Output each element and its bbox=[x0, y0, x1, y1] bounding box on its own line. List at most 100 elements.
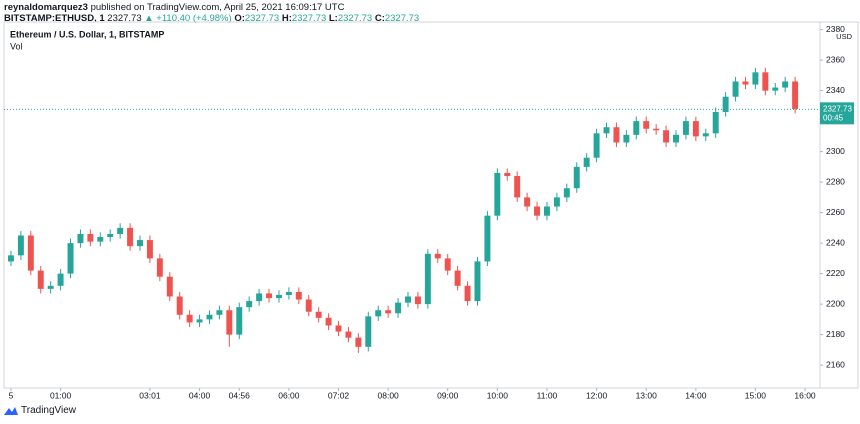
candle-body bbox=[653, 128, 660, 131]
y-tick-label: 2300 bbox=[826, 146, 845, 156]
candle-body bbox=[87, 233, 94, 242]
x-tick-label: 01:00 bbox=[50, 390, 72, 400]
candle-body bbox=[186, 314, 193, 323]
change: ▲ +110.40 (+4.98%) bbox=[144, 13, 232, 24]
x-tick-label: 06:00 bbox=[278, 390, 300, 400]
low-value: 2327.73 bbox=[337, 13, 373, 24]
candle-body bbox=[355, 337, 362, 347]
x-tick-label: 09:00 bbox=[437, 390, 459, 400]
candle-body bbox=[583, 157, 590, 167]
candle-body bbox=[216, 310, 223, 315]
x-tick-label: 15:00 bbox=[745, 390, 767, 400]
candle-body bbox=[266, 293, 273, 299]
last-price: 2327.73 bbox=[107, 13, 142, 24]
candle-body bbox=[127, 227, 134, 247]
x-tick-label: 04:56 bbox=[229, 390, 251, 400]
x-tick-label: 12:00 bbox=[586, 390, 608, 400]
candle-body bbox=[305, 299, 312, 312]
candle-body bbox=[117, 227, 124, 234]
x-tick-label: 5 bbox=[9, 390, 14, 400]
candle-body bbox=[524, 197, 531, 207]
x-tick-label: 07:02 bbox=[328, 390, 350, 400]
candle-body bbox=[97, 237, 104, 242]
candle-body bbox=[146, 240, 153, 259]
candle-body bbox=[464, 285, 471, 302]
x-tick-label: 08:00 bbox=[378, 390, 400, 400]
candle-body bbox=[712, 111, 719, 134]
footer: TradingView bbox=[4, 405, 76, 416]
candle-body bbox=[474, 261, 481, 302]
candle-body bbox=[246, 301, 253, 308]
candle-body bbox=[603, 127, 610, 134]
x-tick-label: 11:00 bbox=[537, 390, 558, 400]
candle-body bbox=[27, 235, 34, 271]
candle-body bbox=[107, 233, 114, 238]
candle-body bbox=[553, 197, 560, 207]
last-price-tag bbox=[820, 102, 854, 125]
y-tick-label: 2200 bbox=[826, 298, 845, 308]
x-tick-label: 16:00 bbox=[794, 390, 816, 400]
symbol: BITSTAMP:ETHUSD, 1 bbox=[4, 13, 105, 24]
candle-body bbox=[7, 255, 14, 262]
candle-body bbox=[484, 215, 491, 262]
candle-body bbox=[47, 285, 54, 289]
candle-body bbox=[772, 87, 779, 91]
candle-body bbox=[444, 258, 451, 271]
last-price-label: 2327.73 bbox=[823, 104, 852, 113]
candle-body bbox=[365, 316, 372, 347]
candle-body bbox=[534, 206, 541, 216]
logo bbox=[4, 406, 18, 415]
y-tick-label: 2360 bbox=[826, 54, 845, 64]
candle-body bbox=[673, 134, 679, 143]
candle-body bbox=[335, 325, 342, 332]
quote-line: BITSTAMP:ETHUSD, 1 2327.73 ▲ +110.40 (+4… bbox=[4, 13, 419, 24]
candle-body bbox=[226, 310, 233, 335]
candle-body bbox=[643, 121, 650, 129]
candle-body bbox=[395, 302, 402, 314]
candle-body bbox=[752, 72, 759, 85]
y-tick-label: 2240 bbox=[826, 237, 845, 247]
x-tick-label: 10:00 bbox=[487, 390, 509, 400]
y-tick-label: 2280 bbox=[826, 176, 845, 186]
candle-body bbox=[385, 310, 392, 314]
candle-body bbox=[137, 240, 143, 247]
x-tick-label: 03:01 bbox=[139, 390, 161, 400]
candle-body bbox=[196, 319, 203, 323]
publisher: reynaldomarquez3 bbox=[4, 2, 88, 13]
candle-body bbox=[236, 307, 243, 335]
publish-line: reynaldomarquez3 published on TradingVie… bbox=[4, 2, 344, 13]
high-value: 2327.73 bbox=[291, 13, 327, 24]
candle-body bbox=[573, 166, 580, 189]
y-tick-label: 2340 bbox=[826, 85, 845, 95]
candle-body bbox=[295, 291, 302, 300]
open-label: O: bbox=[234, 13, 245, 24]
candle-body bbox=[613, 127, 620, 143]
candle-body bbox=[37, 270, 44, 289]
candle-body bbox=[166, 276, 173, 297]
y-tick-label: 2160 bbox=[826, 359, 845, 369]
candle-body bbox=[17, 235, 24, 256]
y-tick-label: 2380 bbox=[826, 24, 845, 34]
candle-body bbox=[57, 273, 64, 286]
publish-info: published on TradingView.com, April 25, … bbox=[90, 2, 345, 13]
y-tick-label: 2260 bbox=[826, 207, 845, 217]
candle-body bbox=[176, 296, 183, 315]
open-value: 2327.73 bbox=[244, 13, 280, 24]
candle-body bbox=[742, 81, 749, 85]
candle-body bbox=[682, 121, 689, 135]
x-tick-label: 04:00 bbox=[189, 390, 211, 400]
candle-body bbox=[782, 81, 789, 88]
candle-body bbox=[494, 172, 501, 216]
candle-body bbox=[663, 130, 670, 143]
candle-body bbox=[285, 291, 292, 295]
y-tick-label: 2180 bbox=[826, 329, 845, 339]
candle-body bbox=[375, 310, 382, 317]
candle-body bbox=[633, 121, 640, 135]
chart: Ethereum / U.S. Dollar, 1, BITSTAMP Vol … bbox=[3, 21, 859, 400]
high-label: H: bbox=[281, 13, 292, 24]
candle-body bbox=[256, 293, 263, 302]
candle-body bbox=[722, 96, 729, 112]
candle-body bbox=[563, 188, 570, 198]
volume-label: Vol bbox=[10, 41, 23, 51]
